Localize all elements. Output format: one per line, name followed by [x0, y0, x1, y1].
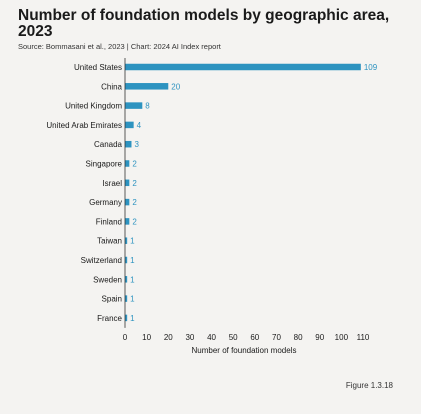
x-tick-label: 30	[185, 333, 194, 342]
bar	[125, 140, 132, 148]
x-tick-label: 20	[164, 333, 173, 342]
bar	[125, 102, 143, 109]
data-label: 2	[132, 217, 137, 226]
x-tick-label: 40	[207, 333, 216, 342]
bar	[125, 198, 130, 206]
category-label: United States	[74, 63, 122, 72]
chart-title: Number of foundation models by geographi…	[18, 7, 390, 40]
bar	[125, 256, 128, 264]
category-label: United Arab Emirates	[46, 121, 122, 130]
data-label: 20	[171, 82, 180, 91]
data-label: 1	[130, 314, 135, 323]
category-label: Germany	[89, 198, 122, 207]
x-axis-label: Number of foundation models	[192, 346, 297, 355]
data-label: 1	[130, 295, 135, 304]
bar	[125, 314, 128, 322]
data-label: 4	[137, 121, 142, 130]
data-label: 1	[130, 256, 135, 265]
x-tick-label: 80	[294, 333, 303, 342]
bar	[125, 237, 128, 244]
data-label: 2	[132, 179, 137, 188]
category-label: Taiwan	[97, 237, 122, 246]
x-tick-label: 0	[123, 333, 128, 342]
data-label: 2	[132, 160, 137, 169]
x-tick-label: 100	[335, 333, 349, 342]
bar	[125, 121, 134, 129]
bar	[125, 63, 361, 71]
bar	[125, 295, 128, 302]
bar	[125, 276, 128, 283]
category-label: France	[97, 314, 122, 323]
data-label: 1	[130, 237, 135, 246]
x-tick-label: 50	[229, 333, 238, 342]
data-label: 3	[134, 140, 139, 149]
bar	[125, 218, 130, 225]
x-tick-label: 110	[357, 333, 370, 342]
category-label: Switzerland	[81, 256, 122, 265]
data-label: 2	[132, 198, 137, 207]
data-label: 1	[130, 275, 135, 284]
x-tick-label: 90	[315, 333, 324, 342]
bar	[125, 160, 130, 167]
data-label: 8	[145, 102, 150, 111]
category-label: Canada	[94, 140, 123, 149]
x-tick-label: 10	[142, 333, 151, 342]
data-label: 109	[364, 63, 378, 72]
chart-source: Source: Bommasani et al., 2023 | Chart: …	[18, 42, 221, 51]
category-label: China	[101, 82, 122, 91]
category-label: Singapore	[86, 160, 123, 169]
bar	[125, 179, 130, 187]
bar	[125, 83, 169, 90]
x-tick-label: 60	[250, 333, 259, 342]
category-label: Israel	[102, 179, 122, 188]
category-label: United Kingdom	[65, 102, 122, 111]
category-label: Spain	[102, 295, 122, 304]
x-tick-label: 70	[272, 333, 281, 342]
category-label: Sweden	[93, 275, 122, 284]
category-label: Finland	[96, 217, 122, 226]
figure-label: Figure 1.3.18	[345, 381, 393, 390]
